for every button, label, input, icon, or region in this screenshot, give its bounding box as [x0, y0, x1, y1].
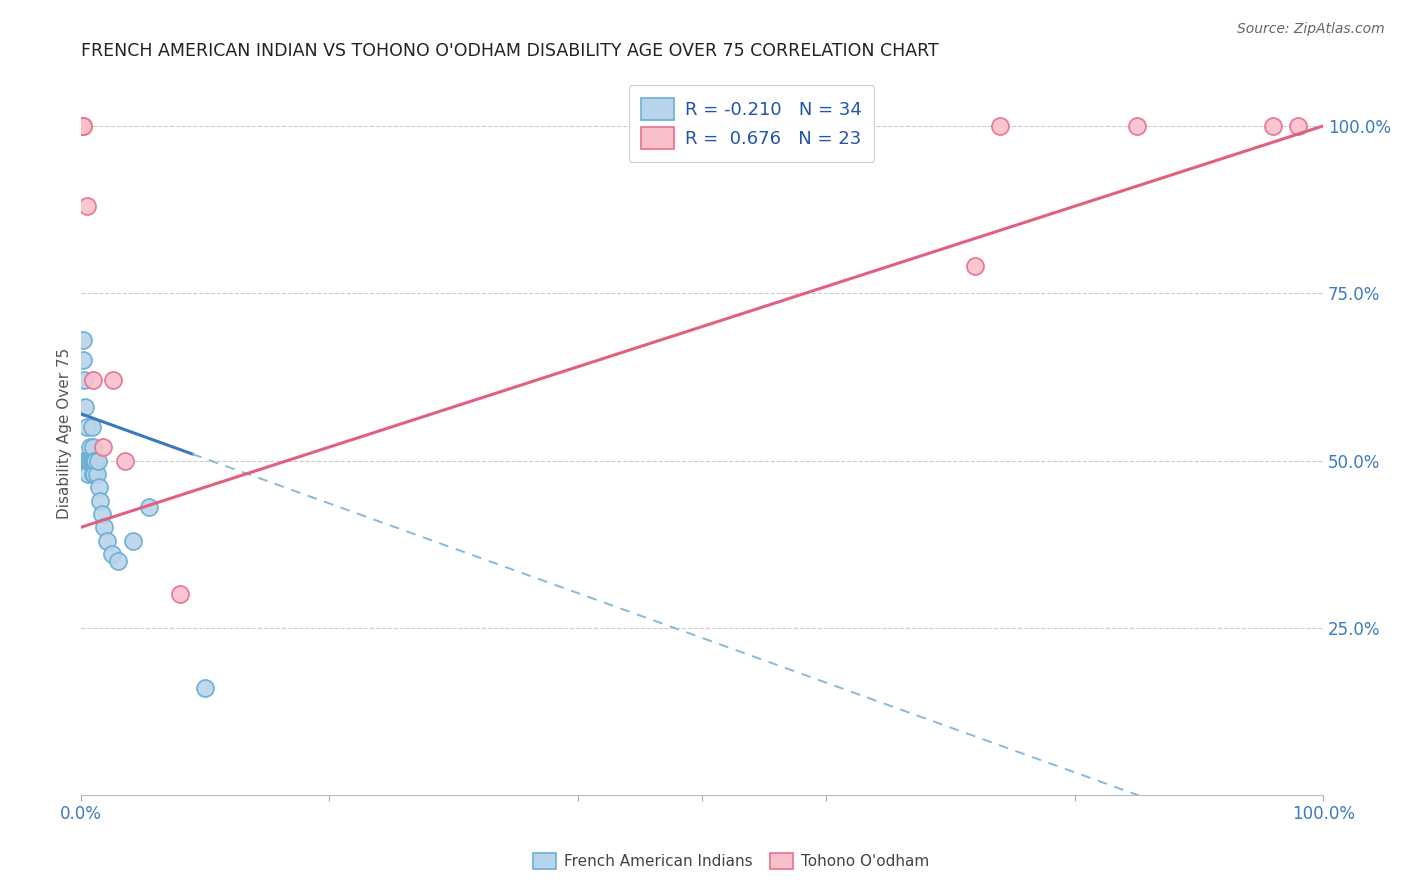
- Point: [79, 440, 101, 454]
- Point: [1286, 119, 1309, 133]
- Point: [86, 467, 108, 481]
- Point: [138, 500, 160, 515]
- Point: [83, 453, 105, 467]
- Point: [194, 681, 217, 695]
- Point: [169, 587, 191, 601]
- Point: [76, 199, 98, 213]
- Point: [84, 453, 107, 467]
- Point: [1125, 119, 1147, 133]
- Point: [965, 260, 987, 274]
- Legend: French American Indians, Tohono O'odham: French American Indians, Tohono O'odham: [527, 847, 935, 875]
- Text: FRENCH AMERICAN INDIAN VS TOHONO O'ODHAM DISABILITY AGE OVER 75 CORRELATION CHAR: FRENCH AMERICAN INDIAN VS TOHONO O'ODHAM…: [80, 42, 938, 60]
- Point: [107, 554, 129, 568]
- Point: [96, 533, 118, 548]
- Point: [72, 333, 94, 347]
- Point: [80, 420, 103, 434]
- Point: [82, 440, 104, 454]
- Point: [77, 453, 100, 467]
- Point: [114, 453, 136, 467]
- Point: [70, 119, 93, 133]
- Point: [70, 453, 93, 467]
- Point: [77, 467, 100, 481]
- Point: [72, 353, 94, 368]
- Point: [73, 373, 96, 387]
- Point: [87, 453, 110, 467]
- Point: [82, 453, 104, 467]
- Point: [79, 453, 101, 467]
- Point: [72, 119, 94, 133]
- Point: [80, 453, 103, 467]
- Point: [90, 507, 112, 521]
- Point: [89, 480, 111, 494]
- Text: Source: ZipAtlas.com: Source: ZipAtlas.com: [1237, 22, 1385, 37]
- Point: [76, 420, 98, 434]
- Point: [76, 453, 98, 467]
- Point: [77, 453, 100, 467]
- Point: [101, 373, 124, 387]
- Point: [89, 493, 111, 508]
- Legend: R = -0.210   N = 34, R =  0.676   N = 23: R = -0.210 N = 34, R = 0.676 N = 23: [628, 85, 875, 161]
- Y-axis label: Disability Age Over 75: Disability Age Over 75: [58, 348, 72, 519]
- Point: [988, 119, 1011, 133]
- Point: [77, 453, 100, 467]
- Point: [1263, 119, 1285, 133]
- Point: [75, 400, 97, 414]
- Point: [83, 467, 105, 481]
- Point: [82, 467, 104, 481]
- Point: [72, 119, 94, 133]
- Point: [100, 547, 122, 561]
- Point: [82, 373, 104, 387]
- Point: [84, 453, 107, 467]
- Point: [121, 533, 143, 548]
- Point: [93, 520, 115, 534]
- Point: [91, 440, 114, 454]
